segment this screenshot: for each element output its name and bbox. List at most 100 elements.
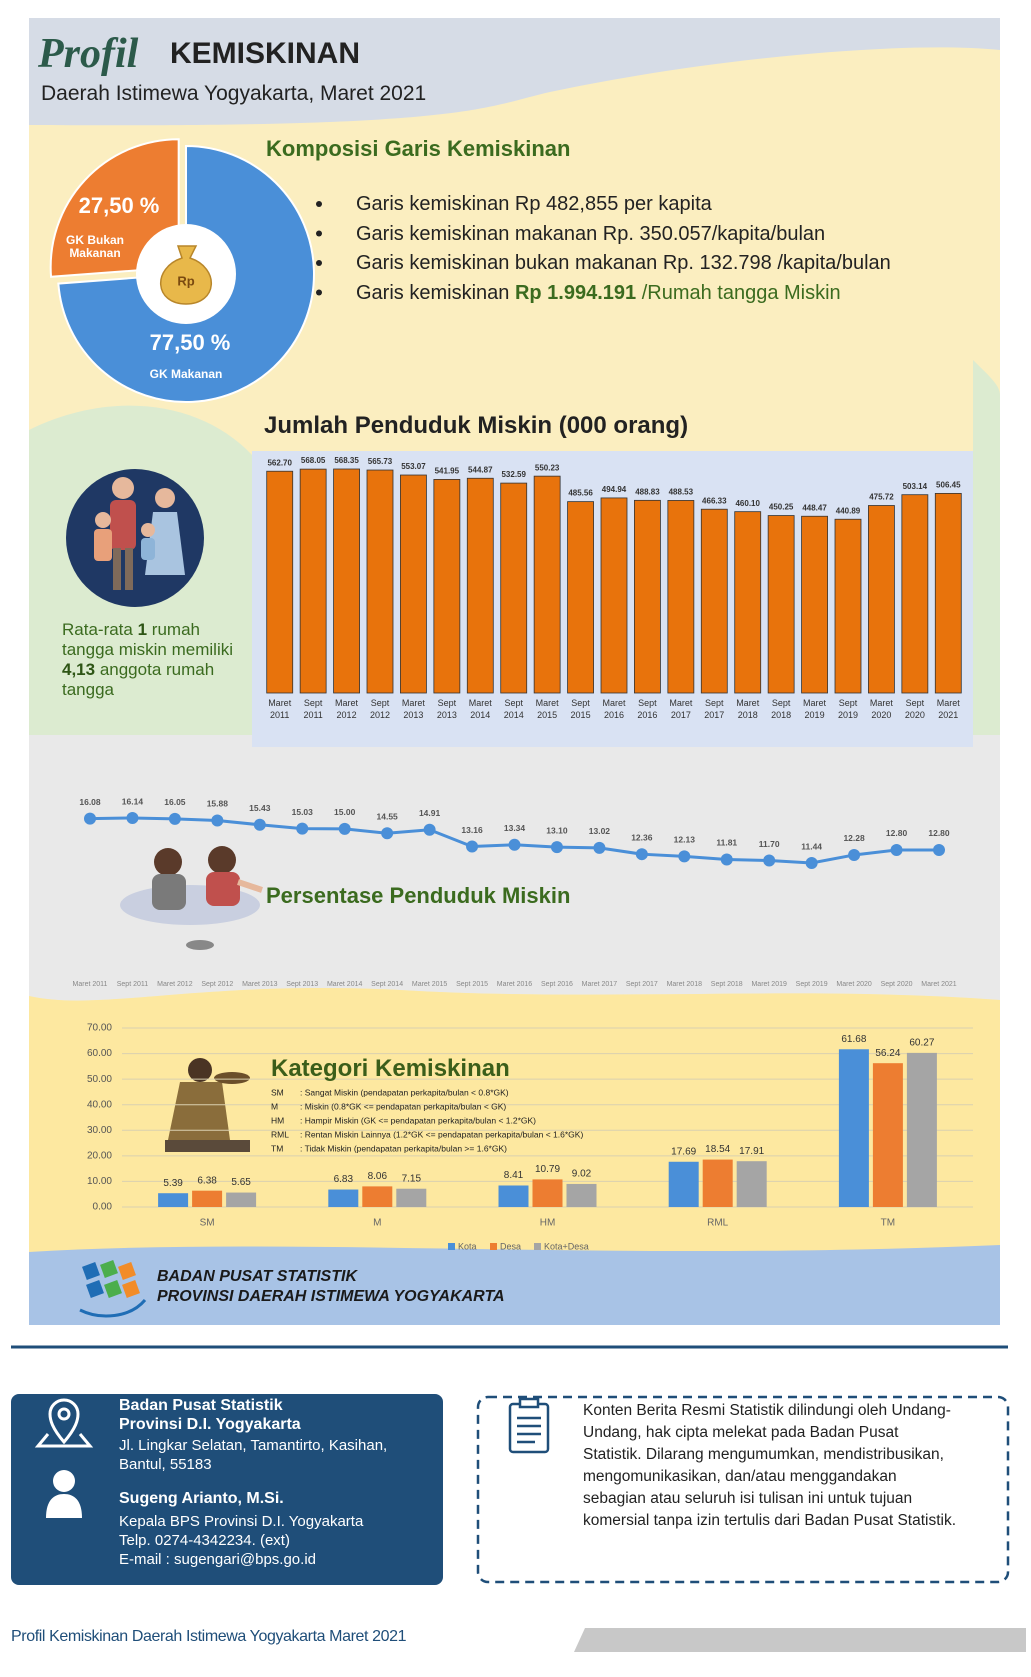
point-text: Garis kemiskinan bukan makanan Rp. 132.7… <box>356 252 891 274</box>
bar-value-label: 450.25 <box>769 503 794 512</box>
bar <box>667 500 695 694</box>
x-tick-label: Maret 2016 <box>602 698 626 720</box>
bar <box>668 1161 699 1207</box>
x-tick-label: Maret 2014 <box>326 981 363 988</box>
bar-value-label: 440.89 <box>836 506 861 515</box>
x-tick-label: Sept 2015 <box>570 698 591 720</box>
line-value-label: 14.55 <box>377 811 399 821</box>
location-icon <box>34 1398 94 1448</box>
point-text: Garis kemiskinan makanan Rp. 350.057/kap… <box>356 222 826 245</box>
line-value-label: 16.05 <box>164 797 186 807</box>
legend-label: Kota+Desa <box>544 1241 589 1251</box>
y-tick-label: 60.00 <box>87 1048 112 1059</box>
composition-point: Garis kemiskinan Rp 482,855 per kapita <box>356 190 891 220</box>
line-point <box>720 853 733 866</box>
definition-text: : Rentan Miskin Lainnya (1.2*GK <= penda… <box>300 1129 583 1139</box>
bar-value-label: 460.10 <box>735 499 760 508</box>
note-text: Rata-rata <box>62 620 138 639</box>
bar-value-label: 8.06 <box>368 1171 388 1182</box>
line-point <box>84 812 96 825</box>
bar-value-label: 5.65 <box>231 1177 251 1188</box>
x-tick-label: Sept 2011 <box>116 981 149 988</box>
legend-swatch <box>490 1243 497 1250</box>
y-tick-label: 0.00 <box>93 1202 113 1213</box>
legend-label: Kota <box>458 1241 477 1251</box>
bar <box>838 1049 869 1207</box>
bar-value-label: 503.14 <box>903 482 928 491</box>
man-illustration <box>165 1058 250 1152</box>
bar-value-label: 544.87 <box>468 465 493 474</box>
x-tick-label: Sept 2015 <box>456 981 488 988</box>
gray-band <box>29 735 1000 1001</box>
bar <box>868 505 895 694</box>
bar <box>533 475 561 694</box>
family-icon <box>66 469 204 607</box>
x-tick-label: Maret 2017 <box>581 981 618 988</box>
bullet <box>316 260 322 266</box>
bar-value-label: 488.83 <box>635 487 660 496</box>
point-text: Rp 1.994.191 <box>514 281 637 304</box>
x-tick-label: Maret 2013 <box>242 981 278 988</box>
line-value-label: 13.34 <box>504 823 526 833</box>
point-text: Garis kemiskinan <box>356 281 515 304</box>
line-value-label: 13.16 <box>461 825 483 835</box>
bar-value-label: 6.38 <box>197 1175 217 1186</box>
point-text: Garis kemiskinan Rp 482,855 per kapita <box>356 193 712 215</box>
line-point <box>338 822 351 835</box>
bar <box>266 470 294 694</box>
bar-value-label: 562.70 <box>267 458 292 467</box>
definition-text: : Sangat Miskin (pendapatan perkapita/bu… <box>300 1087 509 1097</box>
bps-logo <box>79 1260 147 1318</box>
x-tick-label: Sept 2014 <box>503 698 524 720</box>
x-tick-label: Sept 2019 <box>795 981 828 988</box>
bar-value-label: 448.47 <box>802 503 827 512</box>
bar <box>736 1161 767 1207</box>
line-value-label: 14.91 <box>419 808 441 818</box>
line-value-label: 12.80 <box>928 828 950 838</box>
bar-value-label: 466.33 <box>702 496 727 505</box>
bar-value-label: 553.07 <box>401 462 426 471</box>
y-tick-label: 30.00 <box>87 1125 112 1136</box>
bar <box>801 515 828 694</box>
bar-value-label: 8.41 <box>504 1170 524 1181</box>
header-background <box>29 18 1000 126</box>
section-title: Kategori Kemiskinan <box>271 1055 510 1082</box>
bar <box>734 511 762 694</box>
pie-category-label: GK Makanan <box>149 367 223 381</box>
definition-text: : Miskin (0.8*GK <= pendapatan perkapita… <box>300 1101 506 1111</box>
composition-point: Garis kemiskinan Rp 1.994.191 /Rumah tan… <box>356 279 891 309</box>
header-subtitle: Daerah Istimewa Yogyakarta, Maret 2021 <box>41 82 427 105</box>
x-tick-label: Maret 2013 <box>401 698 425 720</box>
bar-value-label: 9.02 <box>572 1169 592 1180</box>
line-point <box>211 814 224 827</box>
contact-phone: Telp. 0274-4342234. (ext) <box>119 1532 290 1549</box>
line-value-label: 15.03 <box>292 807 314 817</box>
x-tick-label: Maret 2019 <box>803 698 827 720</box>
x-tick-label: Maret 2014 <box>468 698 492 720</box>
line-value-label: 15.43 <box>249 803 271 813</box>
definition-code: M <box>271 1101 278 1111</box>
money-bag <box>160 245 212 305</box>
bar <box>767 515 795 694</box>
bullet <box>316 201 322 207</box>
note-text: 4,13 <box>62 660 96 679</box>
line-point <box>126 812 139 824</box>
x-tick-label: Sept 2018 <box>771 698 792 720</box>
definition-code: TM <box>271 1143 283 1153</box>
bar-value-label: 10.79 <box>535 1164 560 1175</box>
x-tick-label: Maret 2012 <box>157 981 193 988</box>
x-tick-label: Sept 2013 <box>436 698 457 720</box>
x-tick-label: Maret 2016 <box>496 981 533 988</box>
header-title: KEMISKINAN <box>170 37 361 70</box>
line-point <box>466 840 479 853</box>
line-point <box>805 857 818 869</box>
line-point <box>848 848 861 861</box>
contact-position: Kepala BPS Provinsi D.I. Yogyakarta <box>119 1513 364 1530</box>
y-tick-label: 50.00 <box>87 1074 112 1085</box>
bar-value-label: 568.35 <box>334 456 359 465</box>
legend-label: Desa <box>500 1241 521 1251</box>
x-tick-label: Maret 2019 <box>751 981 787 988</box>
line-point <box>168 812 181 825</box>
legend-swatch <box>448 1243 455 1250</box>
